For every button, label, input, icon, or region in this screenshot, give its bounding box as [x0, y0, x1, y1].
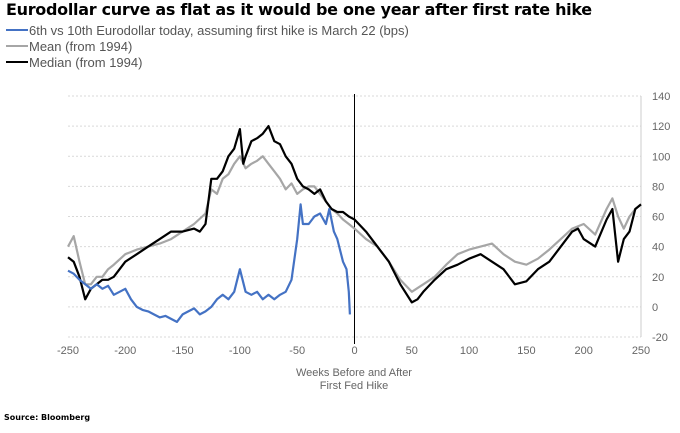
x-tick-label: -150 — [172, 345, 194, 357]
y-tick-label: 140 — [652, 91, 670, 103]
y-tick-label: 120 — [652, 121, 670, 133]
x-tick-label: 250 — [632, 345, 650, 357]
x-tick-label: 100 — [460, 345, 478, 357]
y-tick-label: 80 — [652, 181, 664, 193]
y-tick-label: -20 — [652, 332, 668, 344]
x-tick-label: -100 — [229, 345, 251, 357]
x-tick-label: 150 — [517, 345, 535, 357]
y-tick-label: 0 — [652, 302, 658, 314]
series-line-median — [67, 124, 642, 304]
legend-label: Mean (from 1994) — [29, 38, 133, 54]
legend-label: Median (from 1994) — [29, 54, 143, 70]
x-axis-title-line1: Weeks Before and After — [296, 367, 412, 379]
legend-swatch — [6, 61, 28, 63]
y-tick-label: 100 — [652, 151, 670, 163]
legend-swatch — [6, 29, 28, 31]
legend: 6th vs 10th Eurodollar today, assuming f… — [6, 22, 409, 70]
legend-item-median: Median (from 1994) — [6, 54, 409, 70]
x-tick-label: 0 — [351, 345, 357, 357]
legend-item-mean: Mean (from 1994) — [6, 38, 409, 54]
y-tick-label: 60 — [652, 212, 664, 224]
y-tick-label: 40 — [652, 242, 664, 254]
x-axis-title-line2: First Fed Hike — [320, 380, 388, 392]
x-tick-label: -200 — [114, 345, 136, 357]
x-tick-label: 50 — [406, 345, 418, 357]
y-tick-label: 20 — [652, 272, 664, 284]
x-tick-label: -50 — [289, 345, 305, 357]
chart-title: Eurodollar curve as flat as it would be … — [6, 0, 592, 19]
x-tick-label: 200 — [575, 345, 593, 357]
legend-swatch — [6, 45, 28, 47]
series-line-today — [67, 203, 351, 323]
legend-item-today: 6th vs 10th Eurodollar today, assuming f… — [6, 22, 409, 38]
legend-label: 6th vs 10th Eurodollar today, assuming f… — [29, 22, 409, 38]
series-line-mean — [67, 155, 642, 293]
source-note: Source: Bloomberg — [4, 413, 91, 422]
x-tick-label: -250 — [57, 345, 79, 357]
